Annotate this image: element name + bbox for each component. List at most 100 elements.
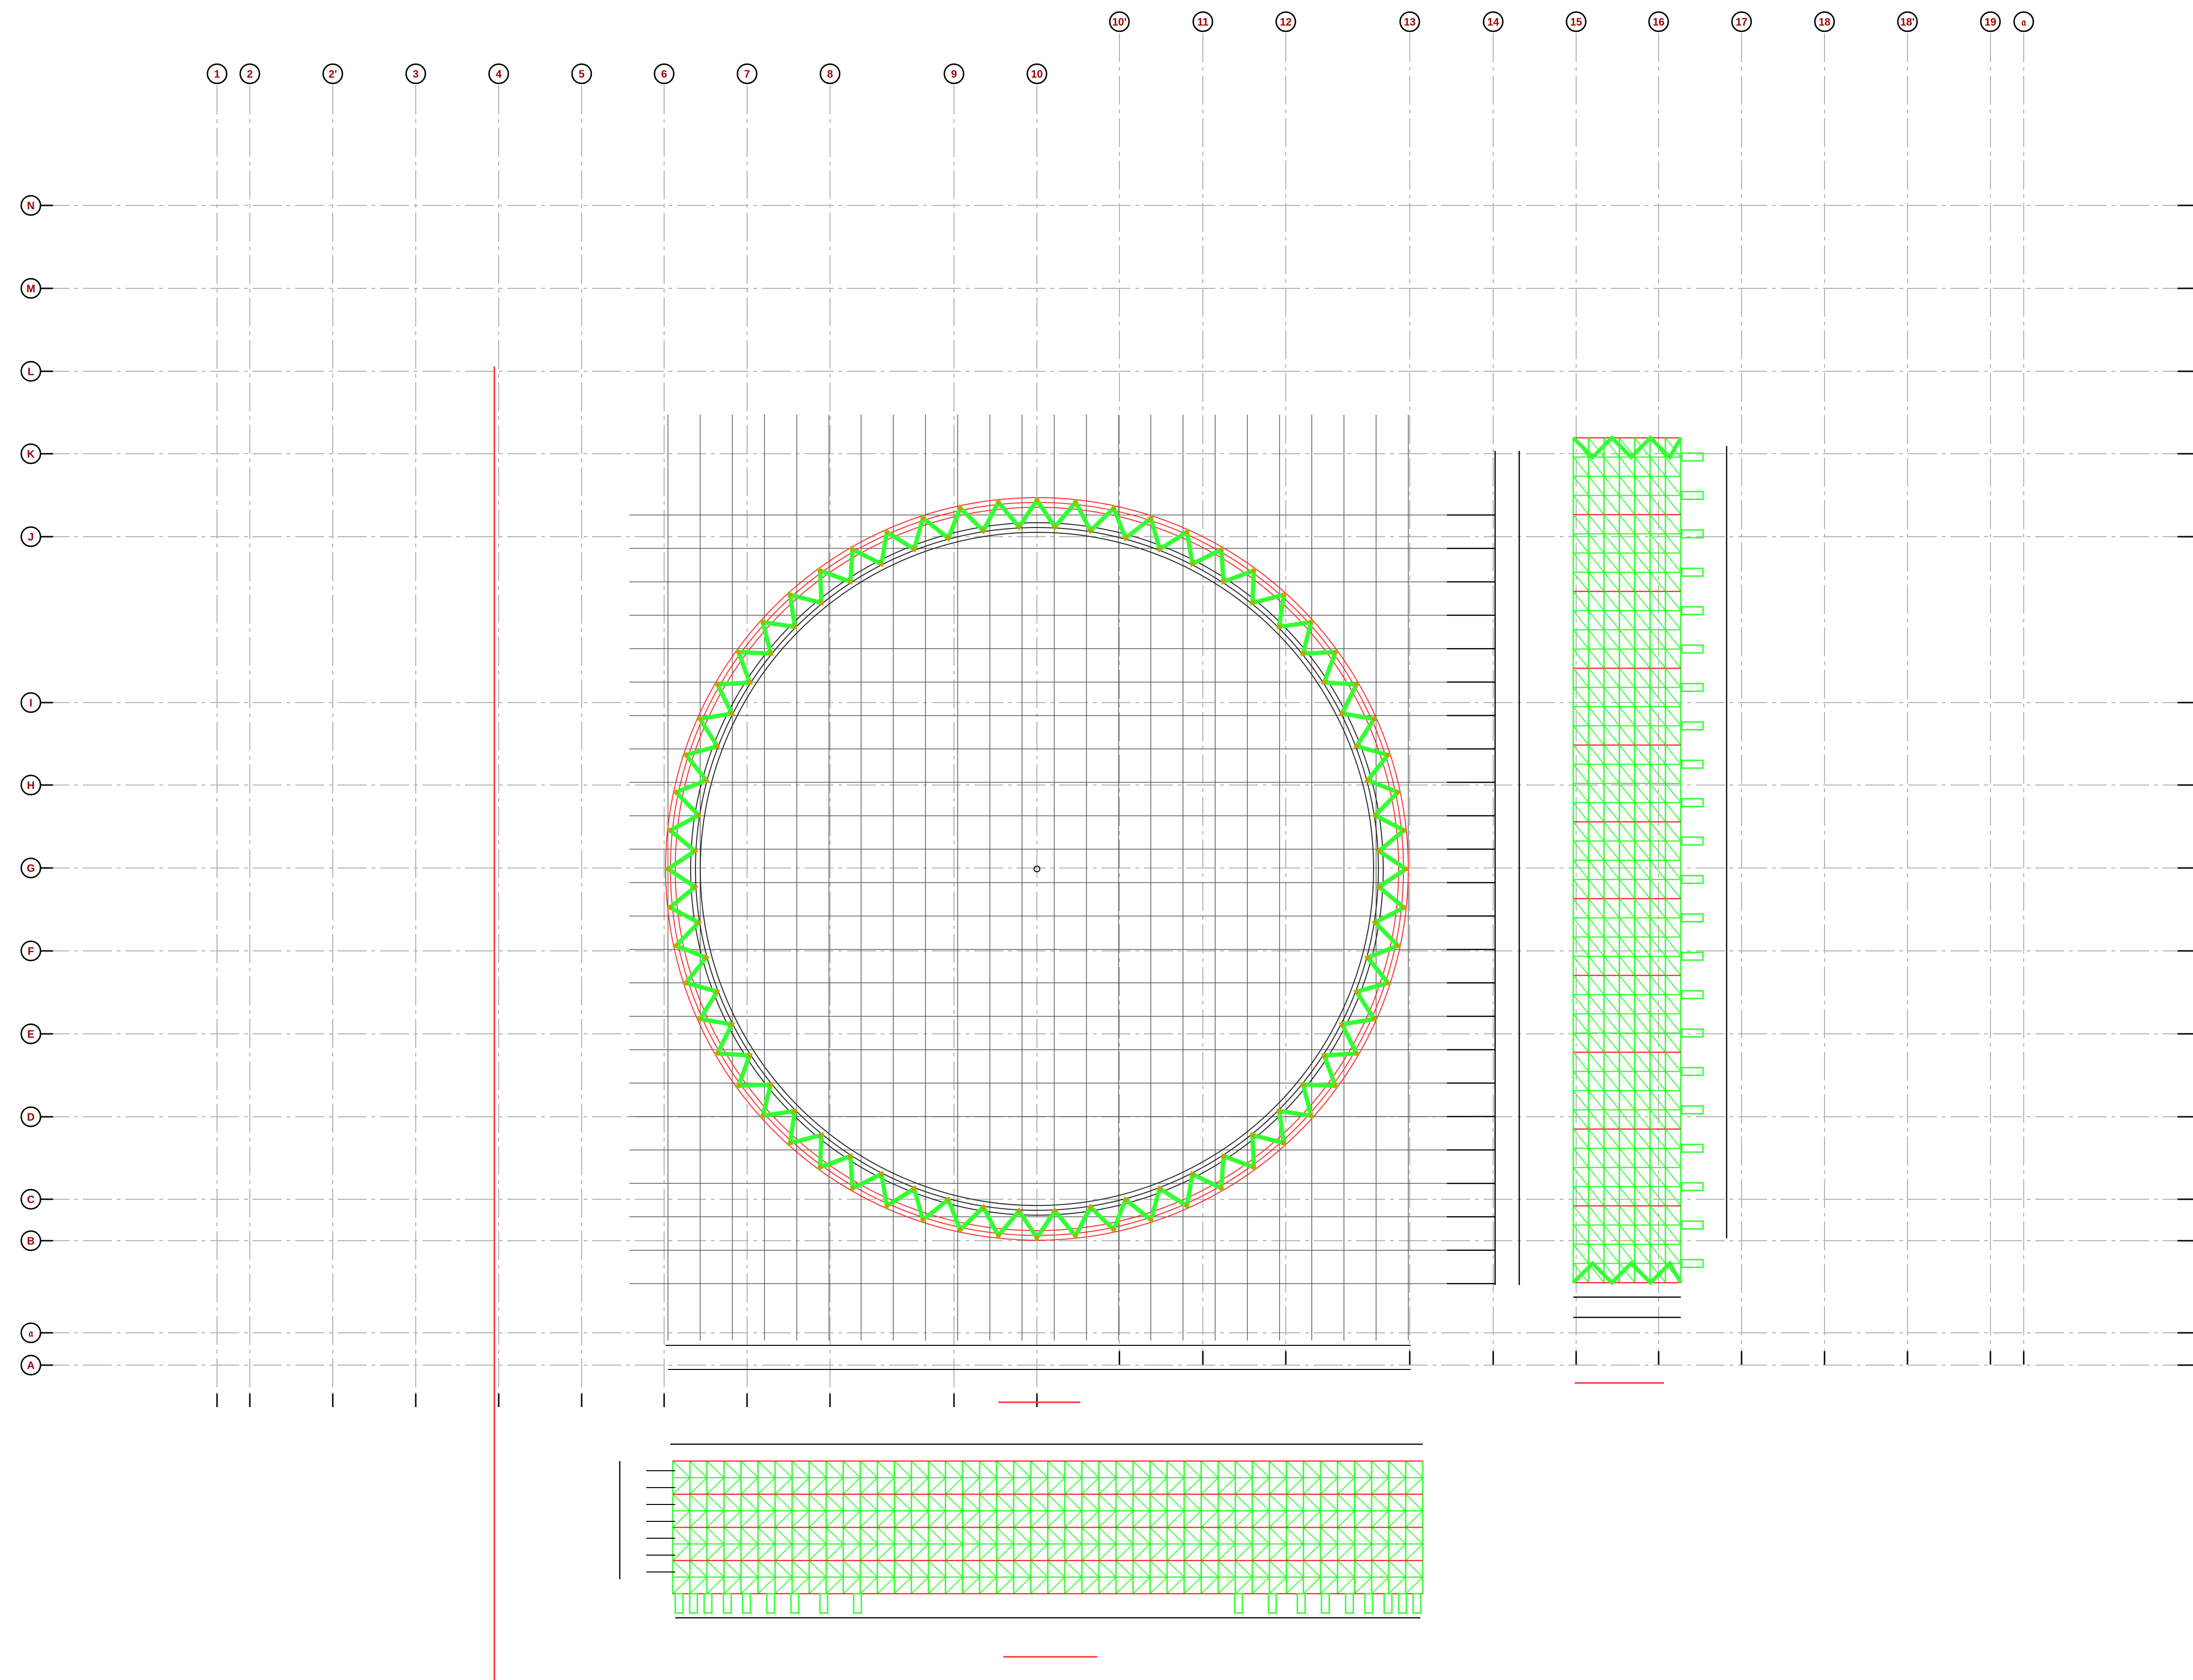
side-brace (1634, 687, 1651, 707)
side-brace (1573, 1071, 1589, 1091)
side-bearing (1681, 452, 1704, 462)
truss-node (1354, 1051, 1359, 1056)
side-brace (1573, 553, 1589, 573)
front-brace (1303, 1576, 1321, 1594)
truss-node (817, 1165, 823, 1170)
side-brace (1649, 514, 1666, 534)
side-brace (1573, 610, 1589, 630)
side-brace (1649, 840, 1666, 861)
side-brace (1573, 1052, 1589, 1072)
front-brace (1200, 1576, 1219, 1594)
side-brace (1588, 687, 1605, 707)
front-brace (706, 1510, 724, 1528)
truss-node (666, 867, 670, 871)
front-brace (1354, 1527, 1372, 1545)
truss-node (1277, 624, 1282, 629)
front-brace (1235, 1477, 1253, 1495)
side-brace (1665, 956, 1681, 976)
side-brace (1649, 1206, 1666, 1226)
truss-node (1221, 1153, 1226, 1159)
front-brace (979, 1527, 997, 1545)
truss-node (996, 500, 1001, 505)
truss-node (920, 515, 926, 521)
truss-node (1401, 828, 1406, 833)
grid-label-col: 𝔞 (2021, 16, 2026, 28)
truss-node (1251, 568, 1256, 573)
truss-node (1052, 524, 1058, 529)
front-brace (1184, 1477, 1202, 1495)
grid-label-col: 18' (1900, 16, 1915, 28)
side-brace (1588, 437, 1605, 458)
truss-node (667, 828, 673, 833)
ring-inner-circle (690, 522, 1384, 1216)
side-brace (1649, 629, 1666, 650)
side-brace (1649, 783, 1666, 803)
side-brace (1649, 457, 1666, 477)
truss-node (819, 1132, 824, 1138)
side-brace (1603, 687, 1620, 707)
side-brace (1603, 1128, 1620, 1149)
side-brace (1649, 860, 1666, 880)
front-brace (740, 1576, 759, 1594)
front-brace (1132, 1510, 1151, 1528)
side-brace (1649, 994, 1666, 1015)
front-bearing (742, 1593, 751, 1614)
front-brace (843, 1461, 861, 1478)
side-brace (1588, 1224, 1605, 1245)
grid-label-col: 19 (1985, 16, 1996, 28)
truss-node (996, 1233, 1001, 1238)
side-brace (1619, 668, 1635, 688)
side-brace (1573, 783, 1589, 803)
side-brace (1665, 706, 1681, 726)
side-brace (1649, 649, 1666, 669)
side-brace (1573, 476, 1589, 496)
side-brace (1634, 476, 1651, 496)
front-brace (1388, 1544, 1406, 1561)
front-brace (843, 1510, 861, 1528)
side-brace (1619, 1206, 1635, 1226)
truss-node (683, 980, 689, 986)
side-brace (1665, 783, 1681, 803)
side-brace (1603, 802, 1620, 822)
side-brace (1588, 533, 1605, 554)
front-brace (1286, 1461, 1304, 1478)
truss-node (1308, 620, 1314, 625)
side-elevation-view (1572, 435, 1728, 1384)
grid-label-col: 12 (1280, 16, 1292, 28)
side-brace (1588, 725, 1605, 745)
front-brace (1013, 1560, 1031, 1578)
truss-node (1373, 920, 1378, 925)
front-brace (911, 1560, 929, 1578)
front-brace (1218, 1544, 1236, 1561)
front-brace (1184, 1576, 1202, 1594)
side-brace (1619, 649, 1635, 669)
front-brace (672, 1494, 691, 1511)
grid-label-col: 10 (1031, 68, 1043, 80)
side-brace (1649, 821, 1666, 841)
side-top-truss (1572, 435, 1683, 461)
side-brace (1603, 1244, 1620, 1264)
side-brace (1665, 821, 1681, 841)
side-brace (1603, 1090, 1620, 1111)
front-brace (1116, 1527, 1133, 1545)
front-brace (740, 1510, 759, 1528)
front-brace (1405, 1576, 1423, 1594)
side-brace (1649, 591, 1666, 611)
front-brace (928, 1477, 946, 1495)
grid-bubble-row (20, 195, 41, 216)
front-brace (740, 1560, 759, 1578)
front-brace (791, 1477, 810, 1495)
side-brace (1665, 860, 1681, 880)
front-brace (1320, 1461, 1338, 1478)
side-brace (1665, 936, 1681, 957)
front-brace (1252, 1544, 1270, 1561)
grid-label-col: 5 (579, 68, 585, 80)
front-brace (1030, 1494, 1049, 1511)
truss-node (792, 624, 797, 629)
front-brace (809, 1461, 827, 1478)
side-brace (1634, 879, 1651, 899)
side-brace (1634, 898, 1651, 919)
side-brace (1573, 1244, 1589, 1264)
side-brace (1665, 1128, 1681, 1149)
side-brace (1588, 476, 1605, 496)
